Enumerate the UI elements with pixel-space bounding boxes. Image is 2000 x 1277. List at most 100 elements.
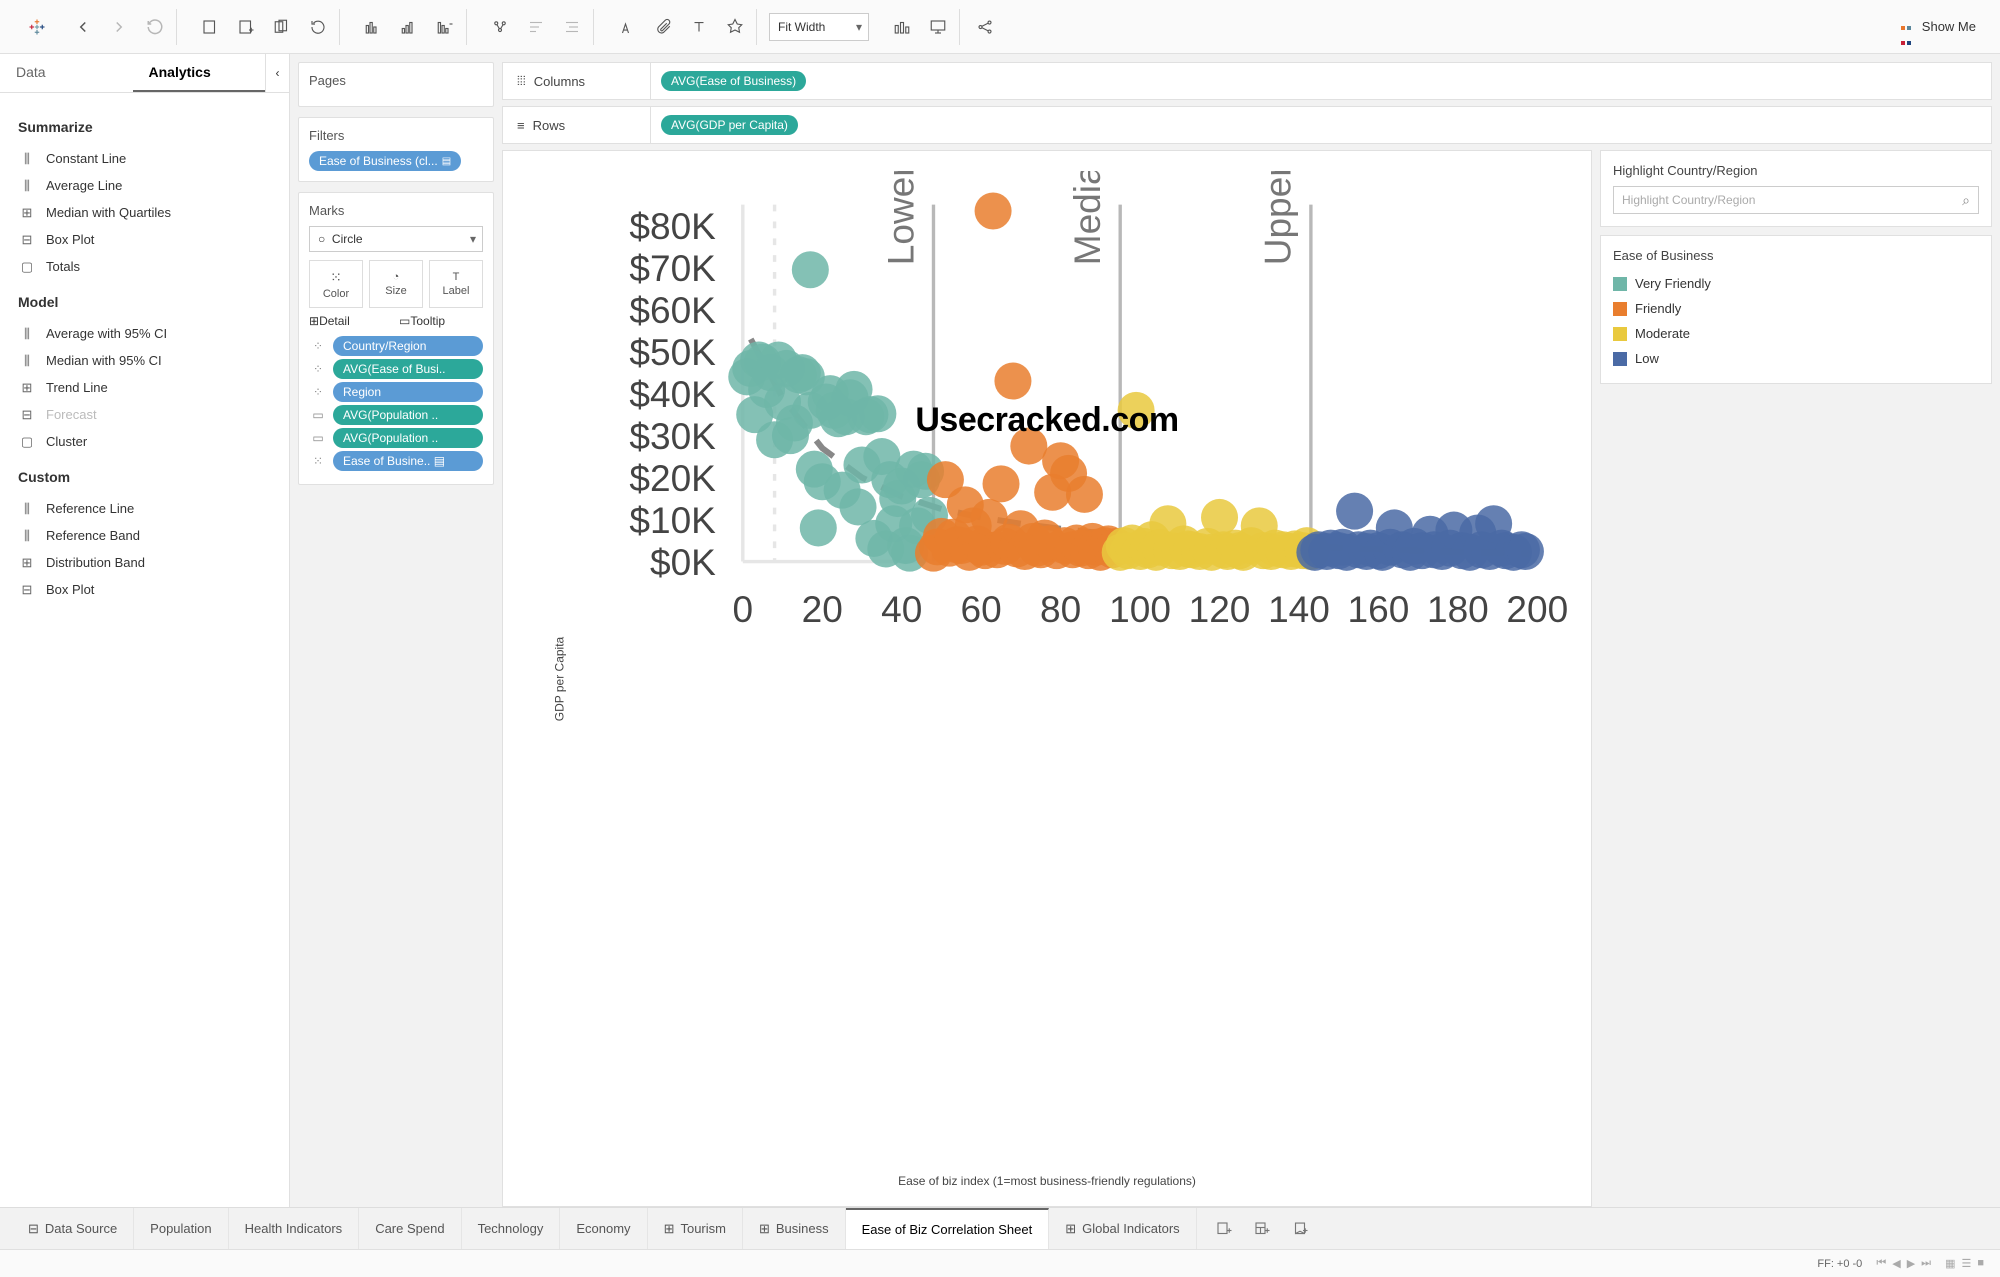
sheet-tab[interactable]: Economy bbox=[560, 1208, 647, 1249]
marks-label[interactable]: TLabel bbox=[429, 260, 483, 308]
rows-pill[interactable]: AVG(GDP per Capita) bbox=[661, 115, 798, 135]
svg-text:40: 40 bbox=[881, 588, 922, 630]
presentation-button[interactable] bbox=[925, 14, 951, 40]
legend-swatch bbox=[1613, 327, 1627, 341]
analytics-item[interactable]: ⊟Box Plot bbox=[18, 226, 271, 253]
view-full[interactable]: ■ bbox=[1977, 1257, 1984, 1270]
marks-detail[interactable]: ⊞Detail bbox=[309, 314, 393, 328]
scatter-chart[interactable]: GDP per Capita $0K$10K$20K$30K$40K$50K$6… bbox=[502, 150, 1592, 1207]
tab-data[interactable]: Data bbox=[0, 54, 133, 92]
svg-text:$10K: $10K bbox=[629, 499, 716, 541]
marks-pill[interactable]: AVG(Population .. bbox=[333, 428, 483, 448]
analytics-item-label: Median with Quartiles bbox=[46, 205, 171, 220]
back-button[interactable] bbox=[70, 14, 96, 40]
show-labels-button[interactable] bbox=[559, 14, 585, 40]
show-cards-button[interactable] bbox=[889, 14, 915, 40]
rows-shelf[interactable]: ≡Rows AVG(GDP per Capita) bbox=[502, 106, 1992, 144]
attach-button[interactable] bbox=[650, 14, 676, 40]
analytics-item[interactable]: ⫼Reference Line bbox=[18, 495, 271, 522]
show-me-button[interactable]: Show Me bbox=[1900, 19, 1976, 35]
nav-next[interactable]: ▶ bbox=[1907, 1257, 1915, 1270]
sheet-tab[interactable]: Care Spend bbox=[359, 1208, 461, 1249]
sheet-tab[interactable]: Technology bbox=[462, 1208, 561, 1249]
filter-pill[interactable]: Ease of Business (cl... ▤ bbox=[309, 151, 461, 171]
marks-size[interactable]: ◔Size bbox=[369, 260, 423, 308]
analytics-item-icon: ⫼ bbox=[18, 529, 36, 543]
section-custom: Custom bbox=[18, 469, 271, 485]
marks-pill[interactable]: Country/Region bbox=[333, 336, 483, 356]
marks-pill[interactable]: Ease of Busine.. ▤ bbox=[333, 451, 483, 471]
text-button[interactable] bbox=[686, 14, 712, 40]
legend-item[interactable]: Moderate bbox=[1613, 321, 1979, 346]
undo-button[interactable] bbox=[142, 14, 168, 40]
analytics-item[interactable]: ⫼Average with 95% CI bbox=[18, 320, 271, 347]
new-dashboard-button[interactable] bbox=[233, 14, 259, 40]
svg-text:0: 0 bbox=[733, 588, 754, 630]
swap-button[interactable] bbox=[360, 14, 386, 40]
sheet-tab[interactable]: ⊞Business bbox=[743, 1208, 846, 1249]
new-dashboard-tab[interactable] bbox=[1249, 1216, 1275, 1242]
refresh-button[interactable] bbox=[305, 14, 331, 40]
sidebar-collapse-button[interactable]: ‹ bbox=[265, 54, 289, 92]
legend-item[interactable]: Friendly bbox=[1613, 296, 1979, 321]
columns-pill[interactable]: AVG(Ease of Business) bbox=[661, 71, 806, 91]
analytics-item[interactable]: ⊞Distribution Band bbox=[18, 549, 271, 576]
sheet-tab[interactable]: Population bbox=[134, 1208, 228, 1249]
pin-button[interactable] bbox=[722, 14, 748, 40]
analytics-item-icon: ⫼ bbox=[18, 502, 36, 516]
analytics-item[interactable]: ▢Cluster bbox=[18, 428, 271, 455]
legend-label: Very Friendly bbox=[1635, 276, 1711, 291]
totals-button[interactable] bbox=[523, 14, 549, 40]
marks-pill[interactable]: AVG(Ease of Busi.. bbox=[333, 359, 483, 379]
analytics-item[interactable]: ▢Totals bbox=[18, 253, 271, 280]
analytics-item[interactable]: ⫼Median with 95% CI bbox=[18, 347, 271, 374]
analytics-item[interactable]: ⊟Box Plot bbox=[18, 576, 271, 603]
watermark: Usecracked.com bbox=[915, 401, 1178, 440]
analytics-item-label: Median with 95% CI bbox=[46, 353, 162, 368]
highlight-button[interactable] bbox=[614, 14, 640, 40]
legend-swatch bbox=[1613, 302, 1627, 316]
marks-pill-icon: ⁘ bbox=[309, 362, 327, 376]
sheet-tab[interactable]: Ease of Biz Correlation Sheet bbox=[846, 1208, 1050, 1249]
marks-color[interactable]: ⁙Color bbox=[309, 260, 363, 308]
group-button[interactable] bbox=[487, 14, 513, 40]
columns-shelf[interactable]: ⦙⦙⦙Columns AVG(Ease of Business) bbox=[502, 62, 1992, 100]
sheet-tab[interactable]: Health Indicators bbox=[229, 1208, 360, 1249]
legend-item[interactable]: Very Friendly bbox=[1613, 271, 1979, 296]
marks-shape-select[interactable]: ○ Circle bbox=[309, 226, 483, 252]
analytics-item-label: Box Plot bbox=[46, 232, 94, 247]
legend-item[interactable]: Low bbox=[1613, 346, 1979, 371]
sort-asc-button[interactable] bbox=[396, 14, 422, 40]
duplicate-button[interactable] bbox=[269, 14, 295, 40]
analytics-item[interactable]: ⫼Reference Band bbox=[18, 522, 271, 549]
sheet-tabs: ⊟Data Source PopulationHealth Indicators… bbox=[0, 1207, 2000, 1249]
marks-tooltip[interactable]: ▭Tooltip bbox=[399, 314, 483, 328]
marks-pill[interactable]: AVG(Population .. bbox=[333, 405, 483, 425]
new-worksheet-tab[interactable] bbox=[1211, 1216, 1237, 1242]
nav-first[interactable]: ⏮ bbox=[1876, 1257, 1886, 1270]
view-grid[interactable]: ▦ bbox=[1945, 1257, 1955, 1270]
analytics-item[interactable]: ⊞Trend Line bbox=[18, 374, 271, 401]
sort-desc-button[interactable] bbox=[432, 14, 458, 40]
sheet-tab[interactable]: ⊞Tourism bbox=[648, 1208, 743, 1249]
analytics-item[interactable]: ⫼Constant Line bbox=[18, 145, 271, 172]
tab-analytics[interactable]: Analytics bbox=[133, 54, 266, 92]
analytics-item[interactable]: ⊞Median with Quartiles bbox=[18, 199, 271, 226]
show-me-icon bbox=[1900, 19, 1916, 35]
view-list[interactable]: ☰ bbox=[1961, 1257, 1971, 1270]
share-button[interactable] bbox=[972, 14, 998, 40]
svg-text:Upper Quartile: Upper Quartile bbox=[1257, 171, 1299, 265]
new-story-tab[interactable] bbox=[1287, 1216, 1313, 1242]
nav-last[interactable]: ⏭ bbox=[1921, 1257, 1931, 1270]
sheet-tab[interactable]: ⊞Global Indicators bbox=[1049, 1208, 1196, 1249]
analytics-item[interactable]: ⊟Forecast bbox=[18, 401, 271, 428]
marks-pill[interactable]: Region bbox=[333, 382, 483, 402]
new-worksheet-button[interactable] bbox=[197, 14, 223, 40]
data-source-tab[interactable]: ⊟Data Source bbox=[12, 1208, 134, 1249]
analytics-item[interactable]: ⫼Average Line bbox=[18, 172, 271, 199]
nav-prev[interactable]: ◀ bbox=[1892, 1257, 1900, 1270]
forward-button[interactable] bbox=[106, 14, 132, 40]
svg-text:Lower Quartile: Lower Quartile bbox=[879, 171, 921, 265]
highlight-search[interactable]: Highlight Country/Region bbox=[1613, 186, 1979, 214]
fit-selector[interactable]: Fit Width bbox=[769, 13, 869, 41]
